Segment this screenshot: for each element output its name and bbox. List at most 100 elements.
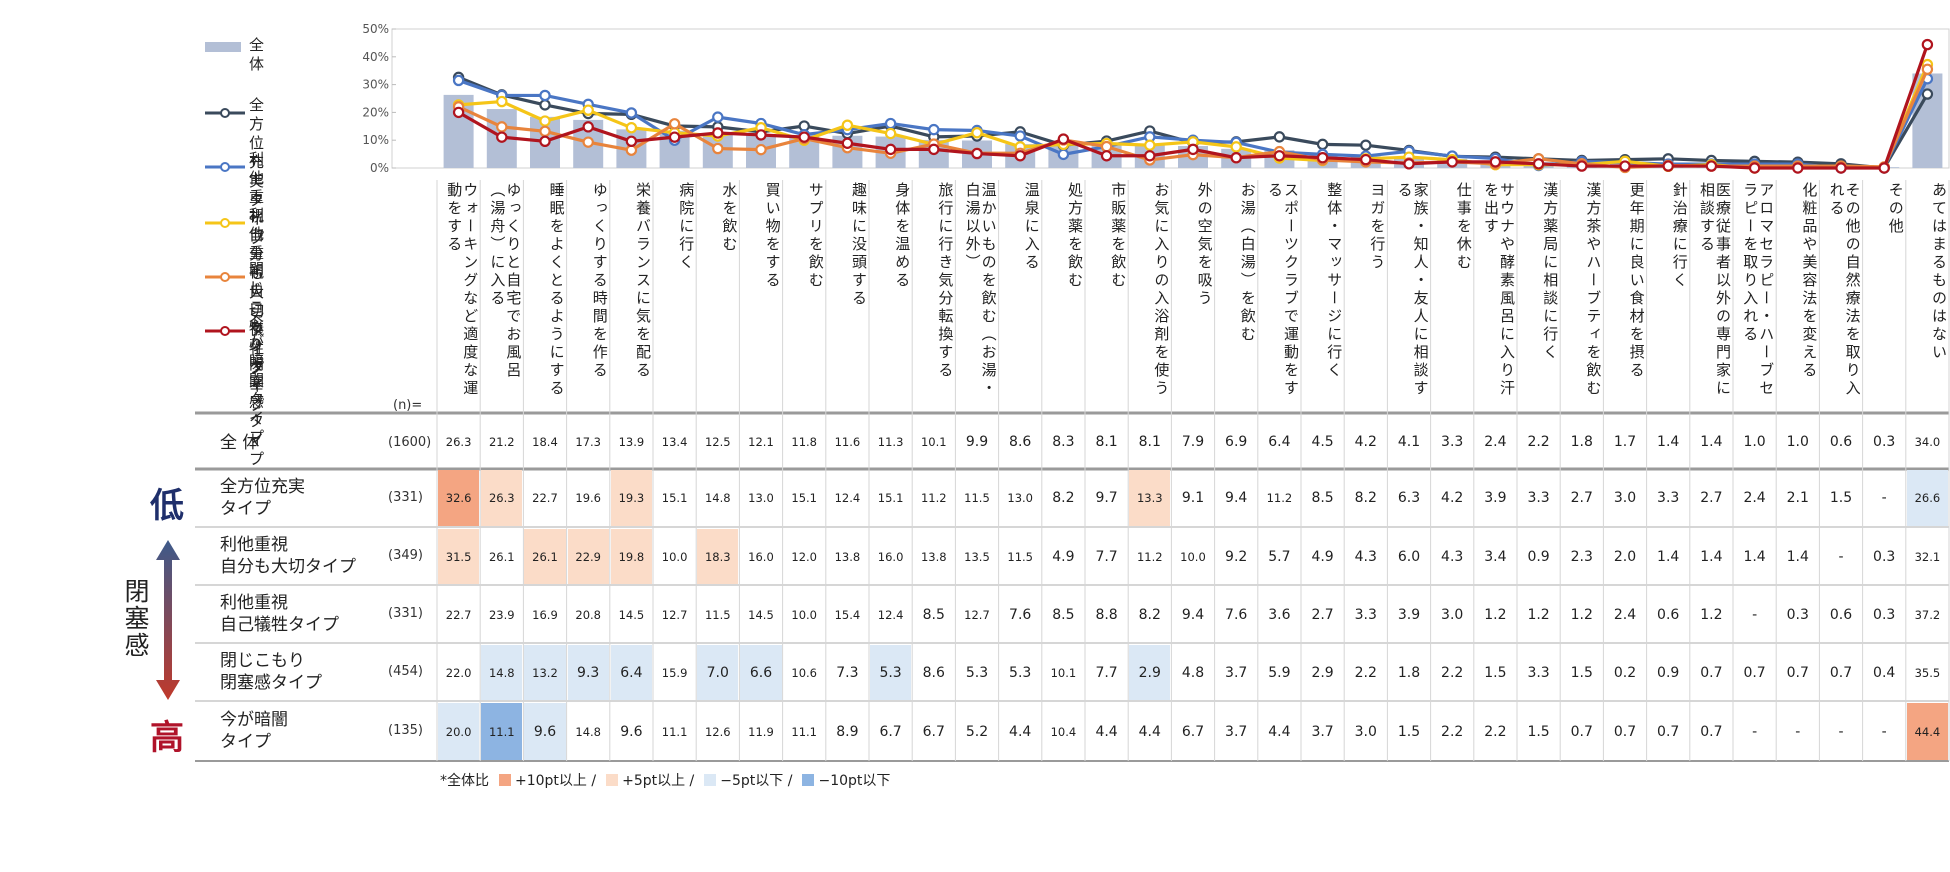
table-cell: 3.0 xyxy=(1354,723,1377,740)
table-cell: 3.3 xyxy=(1657,490,1680,506)
table-cell: 0.7 xyxy=(1743,664,1766,681)
table-cell: 11.3 xyxy=(877,435,904,449)
table-cell: 34.0 xyxy=(1914,435,1941,449)
table-cell: 26.1 xyxy=(488,549,515,564)
series-point xyxy=(1316,138,1329,151)
column-label: 水を飲む xyxy=(720,182,738,254)
table-cell: 1.5 xyxy=(1397,723,1421,740)
table-cell: 9.1 xyxy=(1181,490,1205,506)
table-cell: 1.7 xyxy=(1613,434,1637,450)
table-cell: 23.9 xyxy=(488,607,515,622)
table-cell: 12.7 xyxy=(964,607,990,622)
column-label: お気に入りの入浴剤を使う xyxy=(1152,182,1170,398)
table-cell: 0.7 xyxy=(1829,664,1853,681)
table-cell: 8.6 xyxy=(1009,434,1032,450)
table-cell: 1.5 xyxy=(1527,723,1550,740)
series-point xyxy=(1921,38,1934,51)
column-label: 外の空気を吸う xyxy=(1195,182,1213,308)
table-cell: 7.0 xyxy=(697,645,739,700)
row-n: (331) xyxy=(388,606,423,621)
table-cell: 0.6 xyxy=(1657,606,1680,623)
table-cell: 10.0 xyxy=(661,549,688,564)
table-cell: 1.0 xyxy=(1786,434,1809,450)
series-point xyxy=(496,95,508,108)
table-cell: 13.9 xyxy=(618,435,645,449)
series-point xyxy=(1748,162,1761,174)
series-point xyxy=(1230,152,1242,164)
table-cell: 2.1 xyxy=(1786,490,1809,506)
table-cell: 0.7 xyxy=(1613,723,1637,740)
table-cell: 8.1 xyxy=(1138,434,1161,450)
series-point xyxy=(1014,130,1026,142)
column-label: アロマセラピー・ハーブセラピーを取り入れる xyxy=(1741,182,1775,398)
table-cell: 7.6 xyxy=(1009,606,1032,623)
table-cell: 9.4 xyxy=(1181,606,1205,623)
series-point xyxy=(1230,141,1242,153)
series-point xyxy=(1187,143,1199,156)
table-cell: 3.3 xyxy=(1441,434,1464,450)
closure-arrow xyxy=(156,540,180,700)
table-cell: 9.2 xyxy=(1225,548,1248,565)
table-cell: 4.4 xyxy=(1095,723,1118,740)
footnote-label-m10: −10pt以下 xyxy=(818,773,891,789)
legend-label: 閉じこもり 閉塞感タイプ xyxy=(249,260,265,468)
table-cell: 0.4 xyxy=(1873,664,1896,681)
table-cell: 1.2 xyxy=(1527,606,1550,623)
table-cell: 19.8 xyxy=(610,529,652,584)
series-point xyxy=(1921,88,1934,100)
table-cell: 2.2 xyxy=(1354,664,1377,681)
table-cell: 2.3 xyxy=(1570,548,1593,565)
table-cell: 11.2 xyxy=(1266,491,1293,505)
column-label: 化粧品や美容法を変える xyxy=(1800,182,1818,380)
series-point xyxy=(1014,150,1026,162)
table-cell: 9.6 xyxy=(620,723,643,740)
table-cell: 3.7 xyxy=(1311,723,1334,740)
table-cell: 13.5 xyxy=(964,549,990,564)
row-label: 閉じこもり 閉塞感タイプ xyxy=(220,651,322,693)
table-cell: 4.4 xyxy=(1268,723,1291,740)
table-cell: 1.8 xyxy=(1397,664,1421,681)
table-cell: 2.2 xyxy=(1484,723,1507,740)
column-label: 漢方茶やハーブティを飲む xyxy=(1584,182,1602,398)
table-cell: 4.4 xyxy=(1009,723,1032,740)
table-cell: - xyxy=(1838,548,1844,565)
table-cell: 6.6 xyxy=(740,645,782,700)
table-cell: 2.4 xyxy=(1484,434,1507,450)
column-label: 処方薬を飲む xyxy=(1065,182,1083,290)
column-label: 仕事を休む xyxy=(1454,182,1472,272)
series-point xyxy=(1144,150,1156,162)
table-cell: 10.0 xyxy=(791,607,817,622)
series-point xyxy=(1446,156,1458,168)
table-cell: 4.2 xyxy=(1441,490,1464,506)
table-cell: 10.1 xyxy=(920,435,947,449)
table-cell: 44.4 xyxy=(1906,703,1948,760)
series-point xyxy=(1921,63,1934,76)
table-cell: 4.2 xyxy=(1354,434,1377,450)
series-point xyxy=(1273,150,1286,162)
column-label: 医療従事者以外の専門家に相談する xyxy=(1697,182,1731,398)
table-cell: - xyxy=(1752,606,1758,623)
table-cell: 12.4 xyxy=(834,491,861,505)
table-cell: 15.4 xyxy=(834,607,861,622)
legend-swatch xyxy=(205,322,245,341)
table-cell: 0.7 xyxy=(1786,664,1809,681)
table-cell: 11.9 xyxy=(748,724,774,739)
table-cell: 7.9 xyxy=(1181,434,1205,450)
table-cell: 2.7 xyxy=(1570,490,1593,506)
series-point xyxy=(1316,152,1329,164)
series-point xyxy=(755,143,767,156)
table-cell: 10.4 xyxy=(1050,724,1077,739)
table-cell: 11.5 xyxy=(1007,549,1033,564)
series-point xyxy=(1576,160,1588,172)
series-point xyxy=(582,136,594,148)
table-cell: 2.9 xyxy=(1311,664,1334,681)
series-point xyxy=(928,123,940,136)
table-cell: 6.3 xyxy=(1397,490,1421,506)
table-cell: 0.7 xyxy=(1657,723,1680,740)
table-cell: 1.2 xyxy=(1570,606,1593,623)
table-cell: 8.5 xyxy=(1311,490,1334,506)
column-label: 旅行に行き気分転換する xyxy=(936,182,954,380)
table-cell: 0.7 xyxy=(1570,723,1593,740)
column-label: その他 xyxy=(1886,182,1904,236)
